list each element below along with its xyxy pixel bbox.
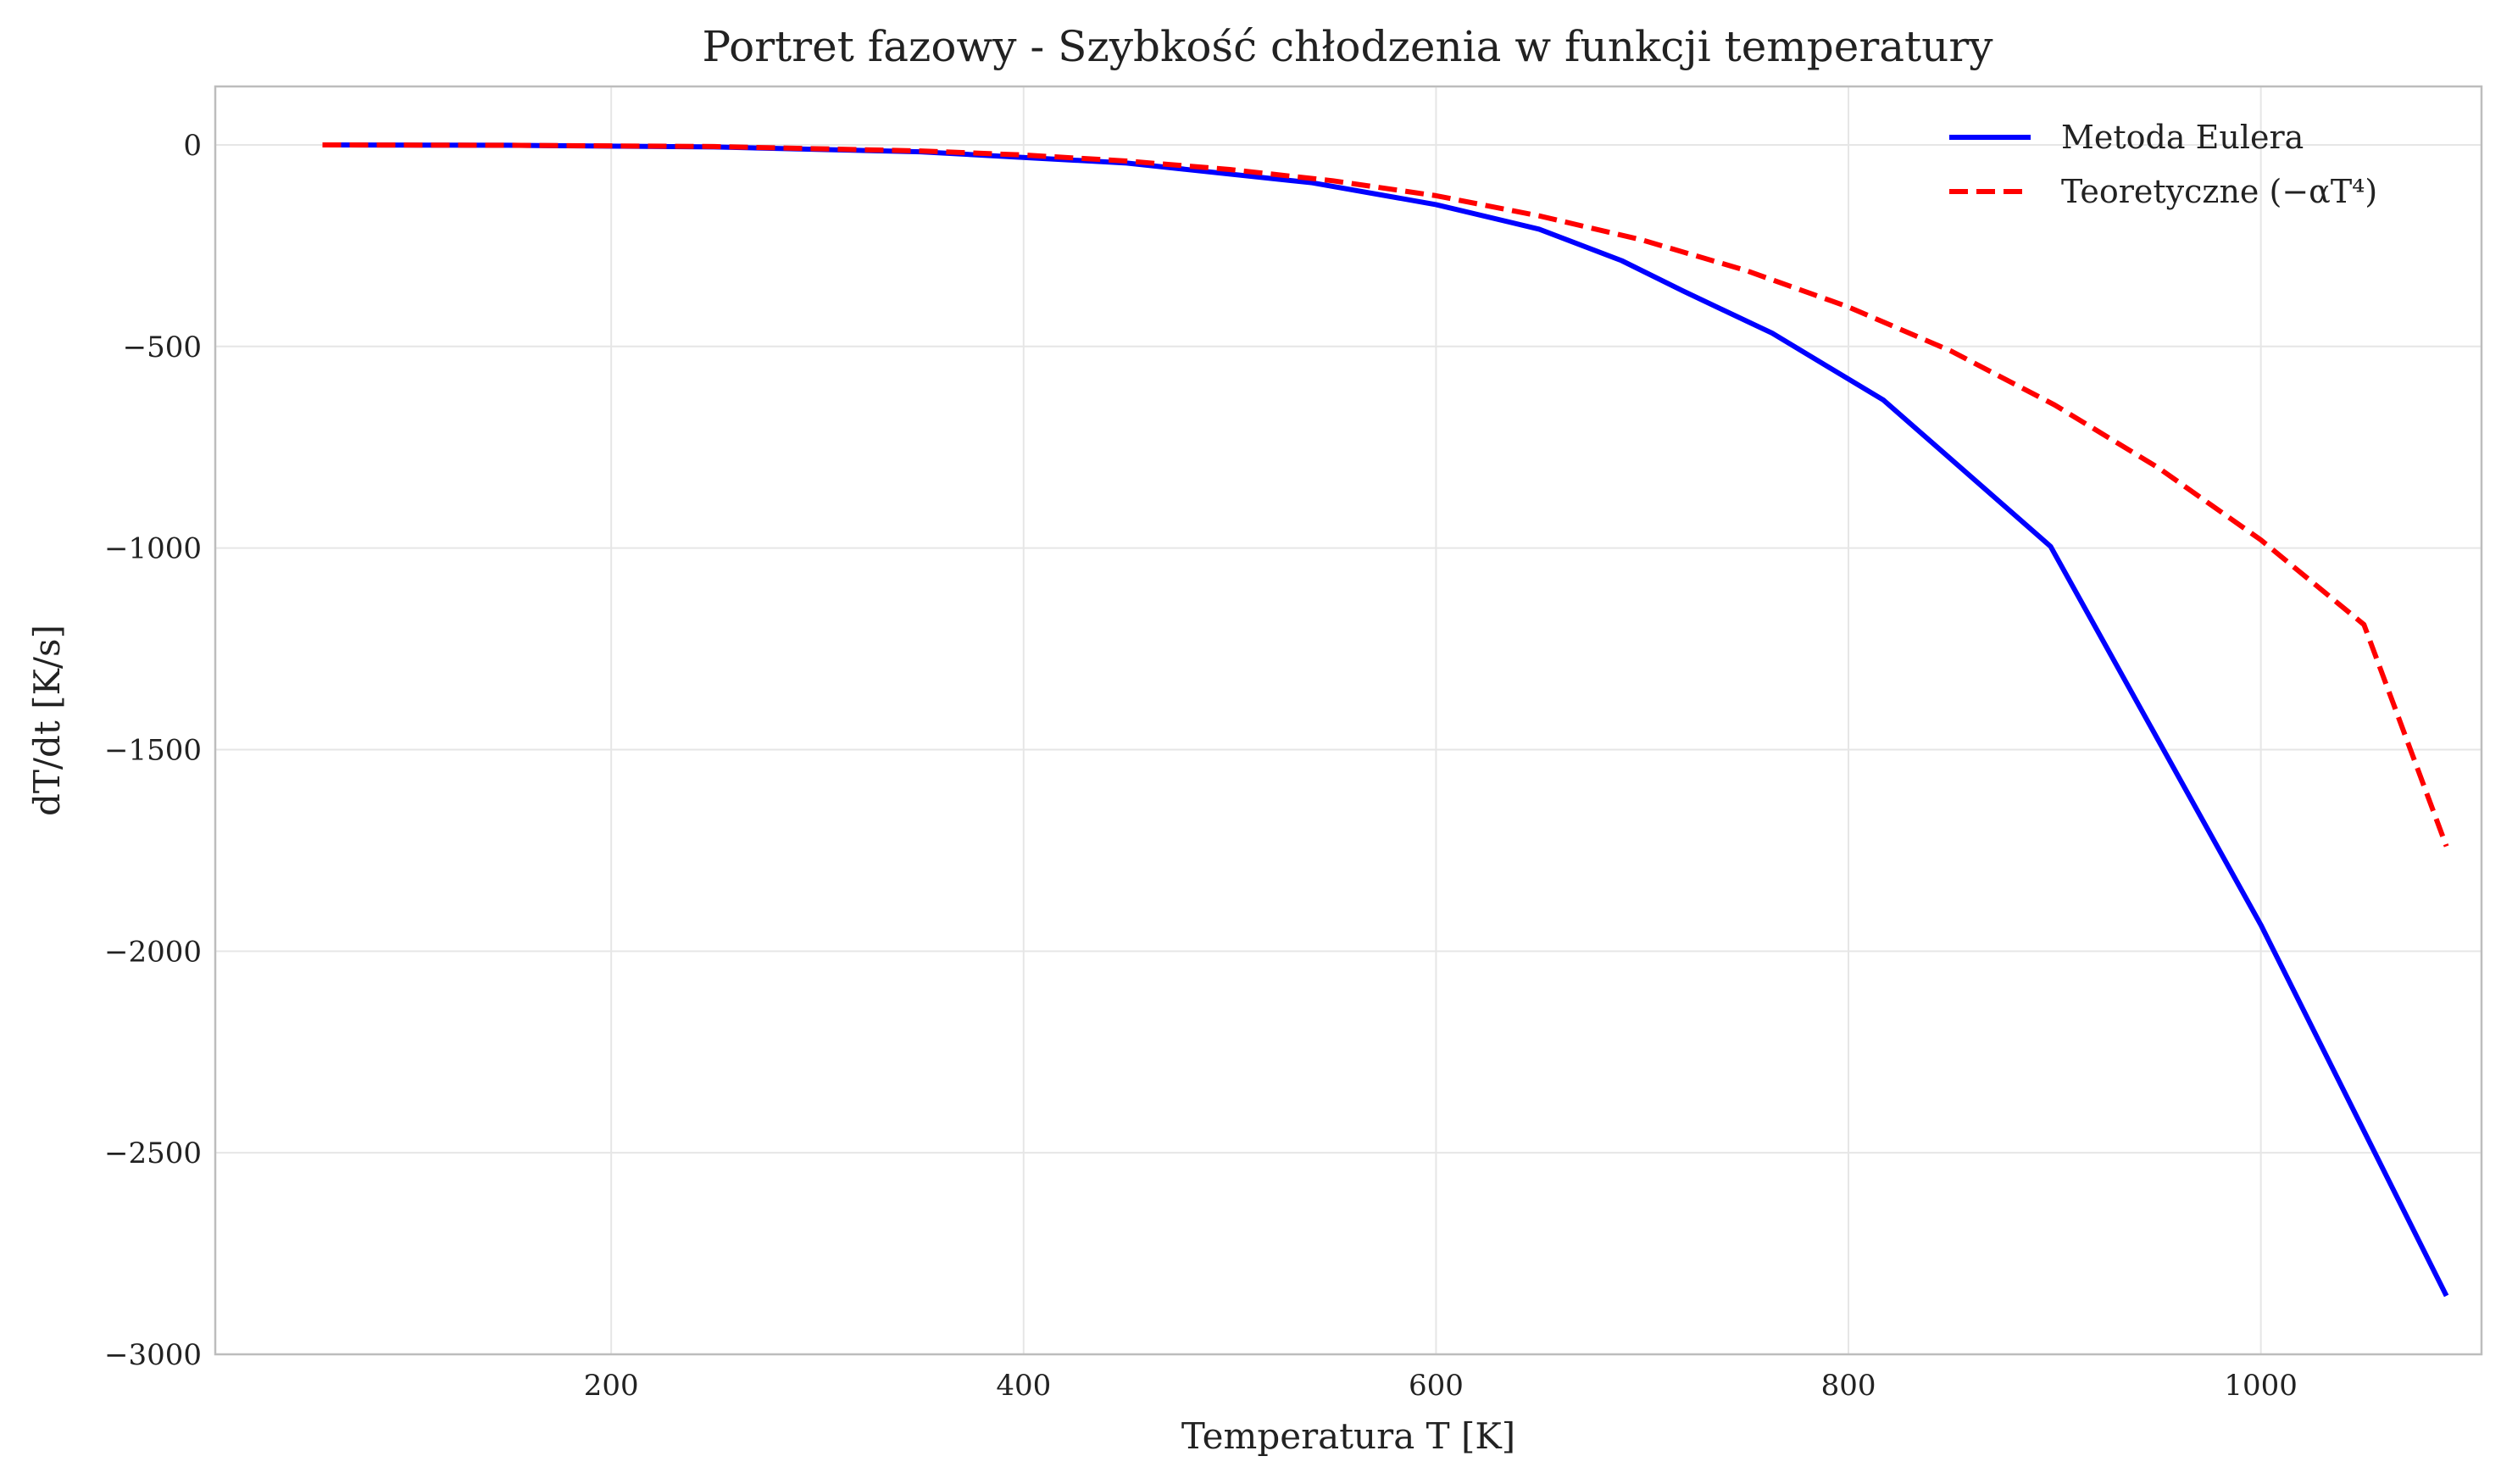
- series-line-theoretical: [322, 142, 2449, 848]
- y-tick-label: −500: [123, 331, 202, 364]
- grid: [215, 86, 2482, 1355]
- x-tick-label: 400: [996, 1369, 1051, 1403]
- x-tick-label: 1000: [2224, 1369, 2298, 1403]
- y-tick-label: −3000: [104, 1338, 202, 1372]
- y-tick-label: −1500: [104, 733, 202, 767]
- legend: Metoda Eulera Teoretyczne (−αT⁴): [1949, 119, 2377, 210]
- y-axis-label: dT/dt [K/s]: [26, 625, 68, 816]
- x-axis-ticks: 200 400 600 800 1000: [584, 1369, 2298, 1403]
- plot-frame: [214, 85, 2483, 1356]
- series-line-euler: [322, 142, 2449, 1298]
- y-tick-label: −2000: [104, 935, 202, 969]
- y-axis-ticks: 0 −500 −1000 −1500 −2000 −2500 −3000: [104, 129, 202, 1372]
- x-tick-label: 600: [1409, 1369, 1464, 1403]
- x-axis-label: Temperatura T [K]: [1181, 1415, 1515, 1457]
- series-layer: [322, 142, 2449, 1298]
- x-tick-label: 200: [584, 1369, 639, 1403]
- y-tick-label: 0: [183, 129, 202, 163]
- y-tick-label: −1000: [104, 532, 202, 566]
- chart-title: Portret fazowy - Szybkość chłodzenia w f…: [703, 22, 1994, 71]
- y-tick-label: −2500: [104, 1137, 202, 1170]
- x-tick-label: 800: [1821, 1369, 1876, 1403]
- legend-label: Teoretyczne (−αT⁴): [2061, 173, 2377, 210]
- legend-label: Metoda Eulera: [2061, 119, 2304, 156]
